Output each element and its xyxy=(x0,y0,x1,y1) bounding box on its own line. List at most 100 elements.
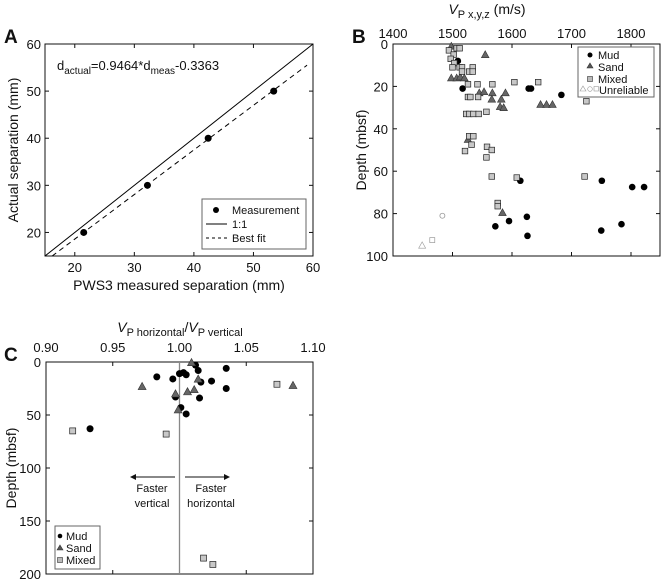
x-tick-label-c: 0.90 xyxy=(33,340,58,355)
mud-point xyxy=(153,373,161,381)
y-tick-label-b: 0 xyxy=(381,37,388,52)
legend-marker-mud-c xyxy=(57,533,63,539)
sand-point xyxy=(189,384,199,394)
y-tick-label-a: 40 xyxy=(27,131,41,146)
x-tick-label-b: 1700 xyxy=(557,26,586,41)
mixed-point xyxy=(162,430,170,438)
mixed-point xyxy=(273,380,281,388)
mixed-point xyxy=(581,173,588,180)
unreliable-point xyxy=(439,212,446,219)
sand-point xyxy=(193,374,203,383)
y-tick-label-c: 200 xyxy=(19,567,41,582)
sand-point xyxy=(288,380,298,389)
y-tick-label-b: 40 xyxy=(374,122,388,137)
mud-point xyxy=(640,183,648,191)
panel-a: A 20 30 40 50 60 20 30 40 50 60 dactual=0.9464*dm… xyxy=(4,27,320,293)
measurement-point xyxy=(204,134,212,142)
mud-point xyxy=(196,394,204,402)
legend-marker-unreliable-square xyxy=(593,86,599,92)
faster-vertical-line2: vertical xyxy=(135,498,170,510)
mixed-point xyxy=(464,81,472,88)
y-tick-label-a: 60 xyxy=(27,37,41,52)
mud-point xyxy=(527,85,535,92)
mud-point xyxy=(459,85,466,92)
mud-point xyxy=(208,377,216,385)
mud-point xyxy=(86,425,94,433)
mud-point xyxy=(222,385,230,392)
fit-equation: dactual=0.9464*dmeas-0.3363 xyxy=(57,58,219,77)
x-tick-label-b: 1500 xyxy=(438,26,467,41)
measurement-point xyxy=(270,87,278,95)
y-tick-label-b: 100 xyxy=(366,249,388,264)
sand-point xyxy=(548,100,557,108)
mixed-point xyxy=(511,79,518,86)
faster-horizontal-line2: horizontal xyxy=(187,498,235,510)
sand-point xyxy=(542,100,551,108)
mixed-point xyxy=(483,108,490,115)
y-axis-label-c: Depth (mbsf) xyxy=(3,428,19,509)
sand-point xyxy=(480,50,490,58)
legend-label-measurement: Measurement xyxy=(232,205,299,217)
legend-label-bestfit: Best fit xyxy=(232,233,266,245)
legend-label-mud-c: Mud xyxy=(66,531,87,543)
mixed-point xyxy=(461,147,469,155)
mixed-point xyxy=(475,110,482,118)
mud-point xyxy=(505,217,513,225)
mixed-point xyxy=(458,68,466,75)
x-axis-label-b: VP x,y,z (m/s) xyxy=(448,1,525,21)
sand-point xyxy=(488,88,497,97)
x-tick-label-b: 1400 xyxy=(379,26,408,41)
mixed-point xyxy=(488,146,495,154)
x-axis-label-a: PWS3 measured separation (mm) xyxy=(73,277,285,293)
mud-point xyxy=(222,364,230,372)
mixed-point xyxy=(535,79,542,86)
mud-point xyxy=(182,410,190,418)
mixed-point xyxy=(488,173,495,180)
sand-point xyxy=(487,94,497,103)
x-tick-label-a: 60 xyxy=(306,260,320,275)
sand-point xyxy=(183,387,193,396)
x-tick-label-a: 20 xyxy=(68,260,82,275)
plot-frame-a xyxy=(44,43,314,257)
mud-point xyxy=(597,227,605,234)
y-axis-label-b: Depth (mbsf) xyxy=(353,110,369,191)
mixed-point xyxy=(483,154,490,161)
legend-label-unreliable: Unreliable xyxy=(599,85,649,97)
mixed-point xyxy=(489,81,496,88)
one-to-one-line xyxy=(44,43,314,257)
y-tick-label-b: 80 xyxy=(374,207,388,222)
x-tick-label-c: 1.05 xyxy=(234,340,259,355)
sand-point xyxy=(447,73,456,82)
sand-point xyxy=(496,94,506,103)
mixed-point xyxy=(494,203,501,210)
y-tick-label-a: 30 xyxy=(27,178,41,193)
arrow-left-icon xyxy=(130,474,136,480)
mixed-point xyxy=(69,427,77,435)
mixed-point xyxy=(467,93,474,101)
mixed-point xyxy=(468,141,475,148)
mud-point xyxy=(194,366,202,374)
direction-annotations: Faster vertical Faster horizontal xyxy=(130,474,235,510)
y-tick-label-c: 150 xyxy=(19,514,41,529)
legend-marker-mud xyxy=(587,52,593,58)
mud-point xyxy=(182,371,190,379)
sand-point xyxy=(498,208,507,216)
x-tick-label-c: 1.00 xyxy=(167,340,192,355)
mixed-point xyxy=(209,561,217,568)
legend-label-sand: Sand xyxy=(598,62,624,74)
legend-marker-unreliable-circle xyxy=(587,86,593,92)
mixed-point xyxy=(200,554,207,562)
legend-marker-sand xyxy=(586,62,594,69)
sand-point xyxy=(170,389,181,398)
y-tick-label-c: 50 xyxy=(27,408,41,423)
mud-point xyxy=(492,223,499,230)
legend-marker-unreliable-triangle xyxy=(579,85,587,92)
mixed-point xyxy=(470,133,477,140)
mixed-point xyxy=(456,45,463,52)
legend-marker-mixed xyxy=(587,76,593,82)
legend-marker-sand-c xyxy=(56,544,64,551)
mixed-point xyxy=(447,55,454,62)
mixed-point xyxy=(474,93,482,101)
mixed-point xyxy=(449,64,456,71)
